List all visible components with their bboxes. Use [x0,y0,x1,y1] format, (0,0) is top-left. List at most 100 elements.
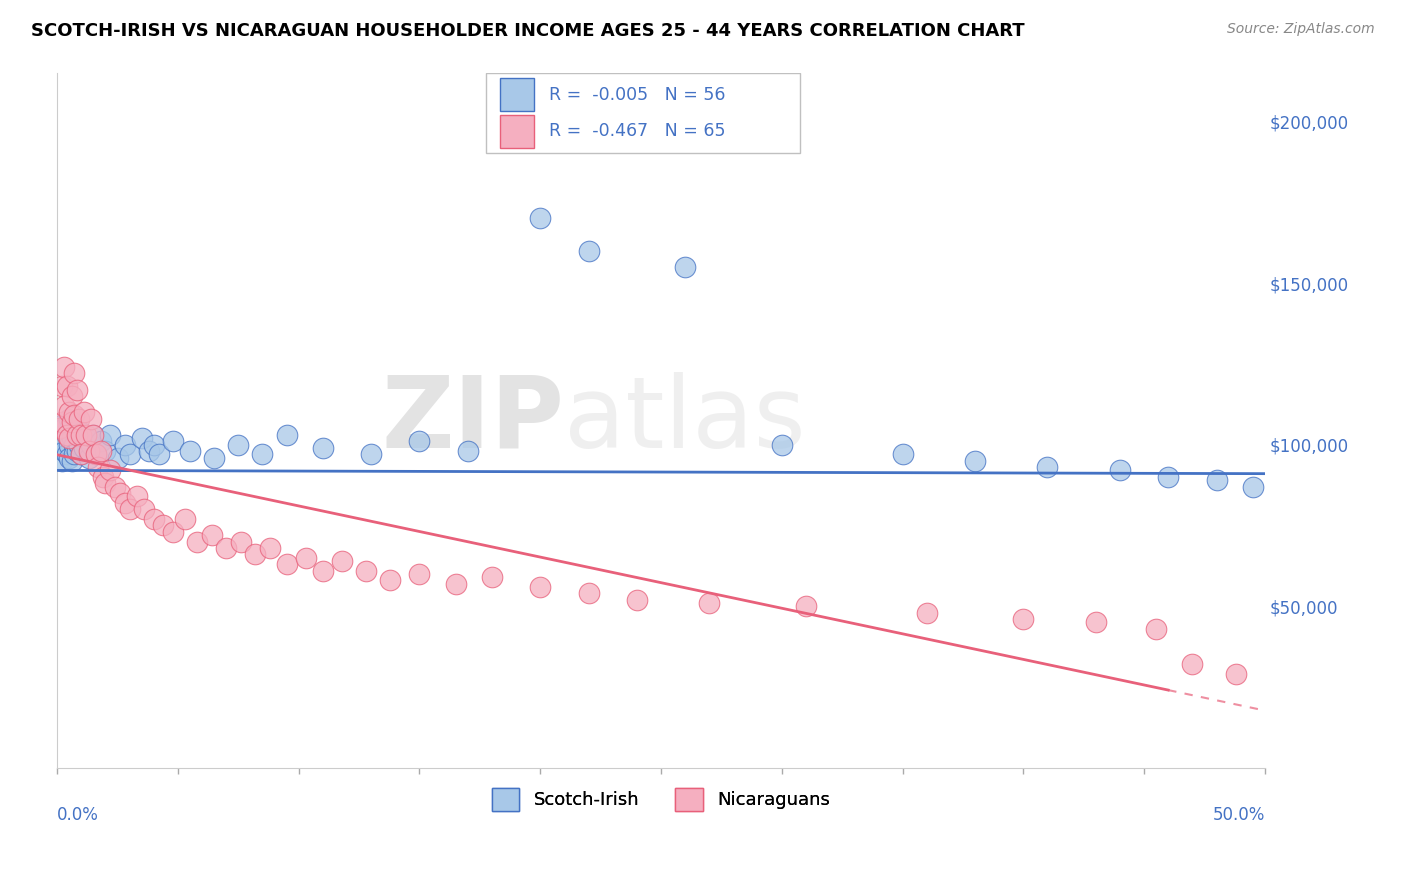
Point [125,489,148,503]
Point [58,450,80,465]
Point [80,411,103,425]
Point [312,441,335,455]
Point [259,541,281,555]
Point [529,580,551,594]
Point [142,512,165,526]
Point [90,434,112,449]
Point [63,367,86,381]
Point [60,454,83,468]
Text: 50.0%: 50.0% [1212,805,1265,824]
Point [360,447,382,461]
Point [94,476,117,491]
Point [53,359,76,374]
Point [58,431,80,445]
Point [229,534,252,549]
Legend: Scotch-Irish, Nicaraguans: Scotch-Irish, Nicaraguans [485,781,837,818]
FancyBboxPatch shape [501,115,534,148]
Point [77,444,100,458]
Point [48,421,70,435]
Point [276,428,298,442]
Point [1157,470,1180,484]
FancyBboxPatch shape [501,78,534,112]
Point [963,454,986,468]
Point [142,437,165,451]
Point [73,405,96,419]
Point [131,431,153,445]
Point [60,415,83,429]
Point [70,447,93,461]
Point [152,518,174,533]
Point [1144,622,1167,636]
Point [295,550,318,565]
Point [98,428,121,442]
Point [891,447,914,461]
Point [80,437,103,451]
Point [134,502,156,516]
Point [56,447,79,461]
Point [186,534,208,549]
Point [228,437,250,451]
Point [67,437,90,451]
Point [75,431,97,445]
Text: Source: ZipAtlas.com: Source: ZipAtlas.com [1227,22,1375,37]
Point [1205,473,1227,487]
Point [215,541,238,555]
Point [53,399,76,413]
Point [58,411,80,425]
Point [53,421,76,435]
Point [245,548,267,562]
Point [94,444,117,458]
Point [118,502,141,516]
Point [1036,460,1059,475]
Point [529,211,551,226]
Point [60,431,83,445]
Point [58,405,80,419]
Point [63,437,86,451]
Point [58,437,80,451]
Point [1225,667,1247,681]
Text: SCOTCH-IRISH VS NICARAGUAN HOUSEHOLDER INCOME AGES 25 - 44 YEARS CORRELATION CHA: SCOTCH-IRISH VS NICARAGUAN HOUSEHOLDER I… [31,22,1025,40]
Text: R =  -0.005   N = 56: R = -0.005 N = 56 [548,86,725,103]
Point [67,411,90,425]
Point [1109,463,1132,477]
Point [51,418,73,433]
Point [70,425,93,439]
Point [444,576,467,591]
Point [53,444,76,458]
Point [108,486,131,500]
Point [84,447,107,461]
Point [697,596,720,610]
Point [408,434,430,449]
Point [162,434,184,449]
Text: ZIP: ZIP [381,372,564,469]
Point [82,428,104,442]
Point [65,444,87,458]
Point [138,444,160,458]
Point [201,528,224,542]
Point [457,444,479,458]
Point [202,450,225,465]
Point [626,592,648,607]
Point [312,564,335,578]
FancyBboxPatch shape [486,73,800,153]
Point [252,447,274,461]
Point [179,444,201,458]
Point [770,437,793,451]
Point [276,557,298,571]
Point [84,447,107,461]
Point [107,450,129,465]
Point [174,512,197,526]
Point [481,570,503,584]
Text: R =  -0.467   N = 65: R = -0.467 N = 65 [548,122,725,140]
Point [118,447,141,461]
Point [1181,657,1204,672]
Point [915,606,938,620]
Point [1241,479,1264,493]
Point [65,383,87,397]
Point [77,450,100,465]
Point [82,428,104,442]
Point [356,564,378,578]
Point [380,574,402,588]
Point [578,586,600,600]
Point [56,379,79,393]
